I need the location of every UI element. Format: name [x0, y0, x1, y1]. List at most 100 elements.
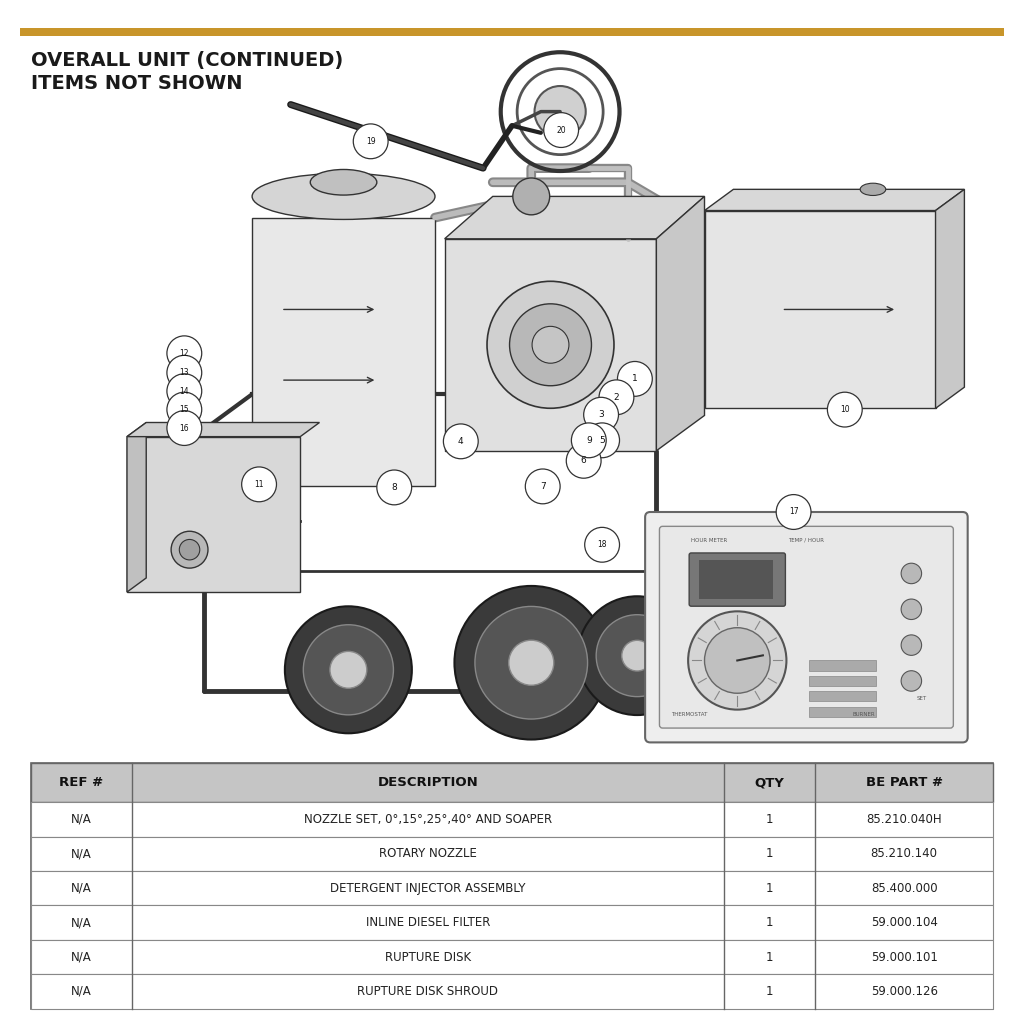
Circle shape: [901, 563, 922, 584]
Text: 6: 6: [581, 457, 587, 465]
Circle shape: [535, 86, 586, 137]
Text: 1: 1: [766, 950, 773, 964]
Circle shape: [303, 625, 393, 715]
Bar: [809, 707, 876, 717]
Text: 59.000.126: 59.000.126: [870, 985, 938, 998]
Text: NOZZLE SET, 0°,15°,25°,40° AND SOAPER: NOZZLE SET, 0°,15°,25°,40° AND SOAPER: [304, 813, 552, 826]
Text: 19: 19: [366, 137, 376, 145]
Circle shape: [578, 596, 696, 715]
Circle shape: [901, 671, 922, 691]
Text: N/A: N/A: [71, 813, 91, 826]
Text: TEMP / HOUR: TEMP / HOUR: [788, 538, 824, 543]
Text: 16: 16: [179, 424, 189, 432]
Text: 85.400.000: 85.400.000: [871, 882, 938, 895]
Polygon shape: [444, 197, 705, 239]
Circle shape: [705, 628, 770, 693]
Text: 1: 1: [766, 985, 773, 998]
Text: DETERGENT INJECTOR ASSEMBLY: DETERGENT INJECTOR ASSEMBLY: [330, 882, 525, 895]
Bar: [252, 218, 435, 486]
Bar: [444, 239, 656, 451]
Text: 8: 8: [391, 483, 397, 492]
Circle shape: [776, 495, 811, 529]
Bar: [705, 211, 936, 409]
Ellipse shape: [860, 183, 886, 196]
Circle shape: [179, 540, 200, 560]
Text: ROTARY NOZZLE: ROTARY NOZZLE: [379, 847, 477, 860]
Polygon shape: [705, 189, 965, 211]
Bar: [699, 560, 773, 599]
Circle shape: [167, 336, 202, 371]
Text: 15: 15: [179, 406, 189, 414]
Circle shape: [901, 635, 922, 655]
Text: 1: 1: [632, 375, 638, 383]
Text: 12: 12: [179, 349, 189, 357]
Text: 85.210.140: 85.210.140: [870, 847, 938, 860]
Text: 59.000.101: 59.000.101: [870, 950, 938, 964]
Text: 59.000.104: 59.000.104: [870, 916, 938, 929]
Text: 18: 18: [597, 541, 607, 549]
Bar: [809, 676, 876, 686]
Bar: [31, 837, 993, 871]
Text: BURNER: BURNER: [853, 712, 876, 717]
Circle shape: [617, 361, 652, 396]
Text: DESCRIPTION: DESCRIPTION: [378, 776, 478, 790]
Text: SET: SET: [916, 696, 927, 700]
Ellipse shape: [252, 173, 435, 219]
Circle shape: [242, 467, 276, 502]
Text: BE PART #: BE PART #: [865, 776, 943, 790]
Circle shape: [585, 527, 620, 562]
Text: 14: 14: [179, 387, 189, 395]
Circle shape: [443, 424, 478, 459]
Text: RUPTURE DISK SHROUD: RUPTURE DISK SHROUD: [357, 985, 499, 998]
Circle shape: [167, 374, 202, 409]
Text: HOUR METER: HOUR METER: [691, 538, 727, 543]
Text: INLINE DIESEL FILTER: INLINE DIESEL FILTER: [366, 916, 489, 929]
Bar: [31, 871, 993, 905]
Text: 13: 13: [179, 369, 189, 377]
Polygon shape: [127, 423, 319, 436]
Circle shape: [167, 355, 202, 390]
Bar: [20, 28, 1004, 36]
Bar: [31, 763, 993, 802]
Circle shape: [585, 423, 620, 458]
Text: N/A: N/A: [71, 916, 91, 929]
Text: 10: 10: [840, 406, 850, 414]
Text: 3: 3: [598, 411, 604, 419]
Circle shape: [571, 423, 606, 458]
Bar: [809, 660, 876, 671]
Ellipse shape: [310, 170, 377, 196]
Bar: [31, 940, 993, 974]
Text: REF #: REF #: [59, 776, 103, 790]
Polygon shape: [936, 189, 965, 409]
Text: 1: 1: [766, 882, 773, 895]
Text: N/A: N/A: [71, 882, 91, 895]
Circle shape: [353, 124, 388, 159]
Circle shape: [584, 397, 618, 432]
Bar: [31, 905, 993, 940]
Polygon shape: [656, 197, 705, 451]
Circle shape: [513, 178, 550, 215]
Text: 17: 17: [788, 508, 799, 516]
Circle shape: [167, 411, 202, 445]
Bar: [31, 802, 993, 837]
Circle shape: [622, 640, 652, 671]
Circle shape: [167, 392, 202, 427]
Circle shape: [544, 113, 579, 147]
FancyBboxPatch shape: [645, 512, 968, 742]
Bar: [809, 691, 876, 701]
Text: 11: 11: [254, 480, 264, 488]
Text: 1: 1: [766, 916, 773, 929]
Text: ITEMS NOT SHOWN: ITEMS NOT SHOWN: [31, 74, 243, 93]
Circle shape: [475, 606, 588, 719]
Text: N/A: N/A: [71, 847, 91, 860]
Text: 2: 2: [613, 393, 620, 401]
Polygon shape: [127, 423, 146, 592]
Text: 1: 1: [766, 847, 773, 860]
Text: RUPTURE DISK: RUPTURE DISK: [385, 950, 471, 964]
Text: 1: 1: [766, 813, 773, 826]
Circle shape: [285, 606, 412, 733]
Circle shape: [688, 611, 786, 710]
Circle shape: [599, 380, 634, 415]
Text: 4: 4: [458, 437, 464, 445]
Circle shape: [901, 599, 922, 620]
